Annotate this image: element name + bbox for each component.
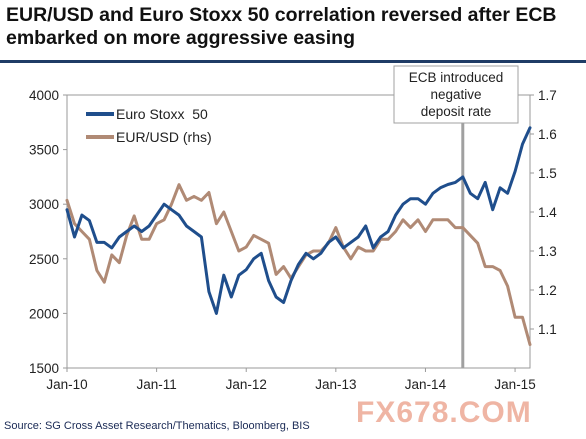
right-tick-label: 1.4: [538, 205, 557, 220]
x-tick-label: Jan-11: [136, 377, 176, 392]
right-tick-label: 1.2: [538, 283, 557, 298]
chart-title: EUR/USD and Euro Stoxx 50 correlation re…: [6, 4, 557, 49]
left-tick-label: 3500: [29, 143, 59, 158]
right-tick-label: 1.1: [538, 322, 557, 337]
left-tick-label: 2500: [29, 252, 59, 267]
legend-label-euro-stoxx-50: Euro Stoxx 50: [116, 106, 208, 122]
series-line-euro-stoxx-50: [65, 126, 532, 315]
ecb-annotation-line-1: ECB introduced: [409, 70, 504, 85]
right-tick-label: 1.6: [538, 127, 557, 142]
legend-label-eurusd: EUR/USD (rhs): [116, 129, 212, 145]
right-axis-ticks: 1.1 1.2 1.3 1.4 1.5 1.6 1.7: [530, 88, 557, 337]
x-tick-label: Jan-13: [315, 377, 356, 392]
left-tick-label: 3000: [29, 197, 59, 212]
x-tick-label: Jan-14: [405, 377, 447, 392]
left-tick-label: 4000: [29, 88, 59, 103]
x-tick-label: Jan-15: [494, 377, 535, 392]
watermark: FX678.COM: [356, 396, 532, 429]
x-axis-ticks: Jan-10 Jan-11 Jan-12 Jan-13 Jan-14 Jan-15: [46, 368, 536, 392]
right-tick-label: 1.3: [538, 244, 557, 259]
plot-area-frame: [66, 94, 531, 369]
x-tick-label: Jan-10: [46, 377, 87, 392]
left-tick-label: 1500: [29, 361, 59, 376]
source-note: Source: SG Cross Asset Research/Thematic…: [4, 420, 310, 432]
right-tick-label: 1.5: [538, 166, 557, 181]
x-tick-label: Jan-12: [226, 377, 267, 392]
left-axis-ticks: 1500 2000 2500 3000 3500 4000: [29, 88, 67, 376]
line-chart: ECB introduced negative deposit rate 150…: [29, 65, 557, 392]
ecb-annotation-box: [393, 65, 519, 124]
left-tick-label: 2000: [29, 306, 59, 321]
ecb-annotation-line-3: deposit rate: [421, 104, 492, 119]
title-underline: [0, 60, 586, 63]
right-tick-label: 1.7: [538, 88, 557, 103]
ecb-annotation-line-2: negative: [430, 87, 481, 102]
